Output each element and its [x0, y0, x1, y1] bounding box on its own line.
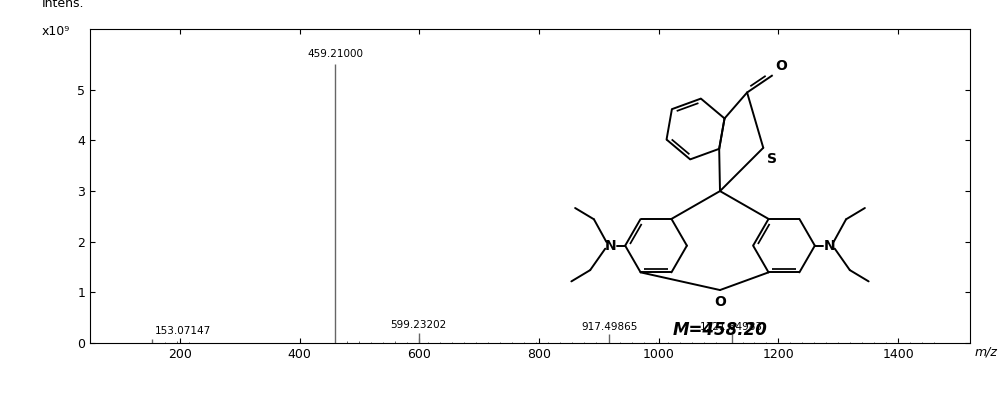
Text: 917.49865: 917.49865: [581, 322, 638, 332]
Text: O: O: [776, 59, 788, 73]
Text: 1121.64983: 1121.64983: [700, 322, 763, 332]
Text: Intens.: Intens.: [42, 0, 84, 10]
Text: N: N: [605, 239, 617, 253]
Text: 599.23202: 599.23202: [391, 320, 447, 330]
Text: 153.07147: 153.07147: [155, 326, 211, 337]
Text: O: O: [714, 294, 726, 309]
Text: m/z: m/z: [974, 346, 997, 359]
Text: S: S: [767, 152, 777, 166]
Text: M=458.20: M=458.20: [673, 321, 767, 339]
Text: N: N: [823, 239, 835, 253]
Text: 459.21000: 459.21000: [307, 49, 363, 59]
Text: x10⁹: x10⁹: [42, 25, 70, 38]
